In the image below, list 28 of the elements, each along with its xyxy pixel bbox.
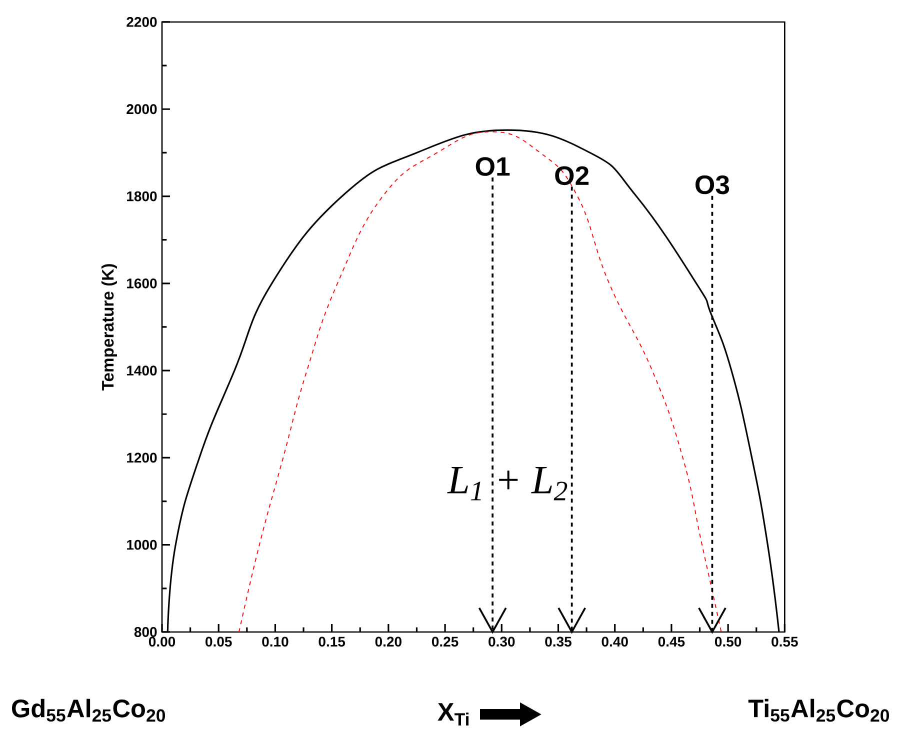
x-tick-label: 0.20	[375, 636, 402, 647]
y-axis-title: Temperature (K)	[101, 264, 117, 391]
x-tick-label: 0.30	[488, 636, 515, 647]
x-tick-label: 0.55	[772, 636, 798, 647]
ref-line-label: O3	[696, 175, 730, 194]
x-tick-label: 0.25	[432, 636, 458, 647]
x-axis-title: X$_{Ti}$	[438, 703, 468, 726]
y-tick-label: 2200	[126, 17, 157, 27]
y-tick-label: 1200	[127, 452, 157, 463]
y-tick-label: 1800	[127, 191, 157, 202]
text: Ti$_{55}$Al$_{25}$Co$_{20}$	[748, 698, 890, 722]
x-tick-label: 0.15	[318, 636, 346, 647]
x-tick-label: 0.10	[262, 636, 288, 647]
ref-line-label: O1	[476, 157, 510, 176]
annotation: L$_{1}$ + L$_{2}$	[447, 466, 568, 500]
x-tick-label: 0.45	[658, 636, 685, 647]
y-tick-label: 1600	[127, 278, 157, 288]
y-tick-label: 2000	[126, 104, 157, 114]
y-tick-label: 800	[134, 627, 157, 637]
y-tick-label: 1000	[127, 540, 157, 550]
y-tick-label: 1400	[127, 366, 157, 376]
x-tick-label: 0.35	[545, 636, 572, 647]
ref-line-label: O2	[555, 166, 589, 186]
text: Gd$_{55}$Al$_{25}$Co$_{20}$	[12, 698, 166, 722]
x-tick-label: 0.00	[148, 636, 176, 647]
x-tick-label: 0.05	[206, 636, 232, 647]
x-tick-label: 0.50	[714, 636, 742, 647]
x-tick-label: 0.40	[602, 636, 628, 647]
